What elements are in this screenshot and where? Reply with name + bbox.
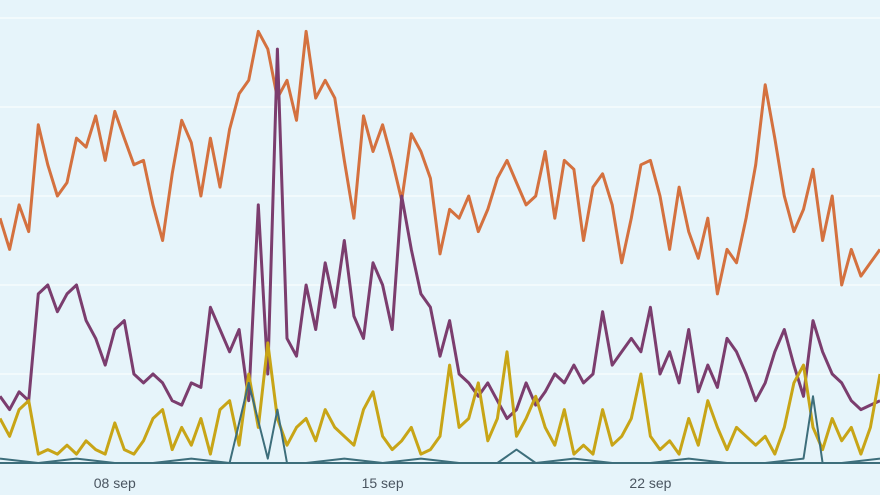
x-tick-label: 15 sep <box>362 475 404 491</box>
x-tick-label: 08 sep <box>94 475 136 491</box>
series-line-3 <box>0 341 880 456</box>
x-tick-label: 22 sep <box>629 475 671 491</box>
series-line-2 <box>0 47 880 420</box>
series-line-1 <box>0 29 880 296</box>
x-axis-ticks: 08 sep 15 sep 22 sep <box>94 475 672 491</box>
